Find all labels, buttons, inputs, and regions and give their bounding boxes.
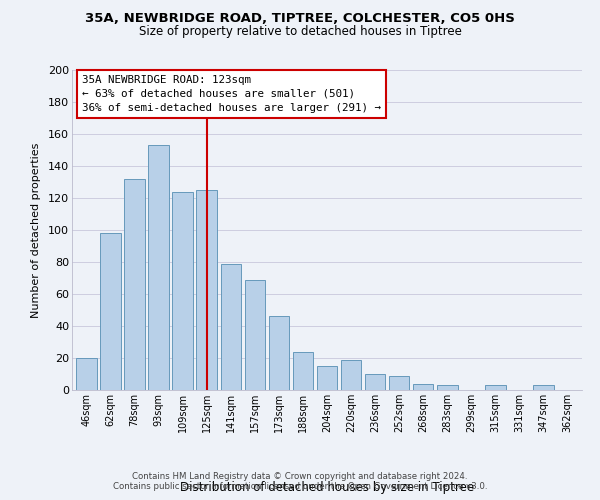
X-axis label: Distribution of detached houses by size in Tiptree: Distribution of detached houses by size … xyxy=(180,481,474,494)
Bar xyxy=(389,376,409,390)
Bar xyxy=(221,264,241,390)
Bar xyxy=(413,384,433,390)
Bar xyxy=(76,358,97,390)
Bar xyxy=(124,179,145,390)
Text: Size of property relative to detached houses in Tiptree: Size of property relative to detached ho… xyxy=(139,25,461,38)
Bar xyxy=(485,385,506,390)
Bar xyxy=(365,374,385,390)
Text: Contains HM Land Registry data © Crown copyright and database right 2024.: Contains HM Land Registry data © Crown c… xyxy=(132,472,468,481)
Bar xyxy=(341,360,361,390)
Y-axis label: Number of detached properties: Number of detached properties xyxy=(31,142,41,318)
Text: Contains public sector information licensed under the Open Government Licence v3: Contains public sector information licen… xyxy=(113,482,487,491)
Bar xyxy=(245,280,265,390)
Bar xyxy=(269,316,289,390)
Bar xyxy=(148,145,169,390)
Text: 35A, NEWBRIDGE ROAD, TIPTREE, COLCHESTER, CO5 0HS: 35A, NEWBRIDGE ROAD, TIPTREE, COLCHESTER… xyxy=(85,12,515,26)
Bar xyxy=(533,385,554,390)
Bar xyxy=(196,190,217,390)
Bar xyxy=(317,366,337,390)
Bar xyxy=(293,352,313,390)
Bar xyxy=(172,192,193,390)
Bar xyxy=(437,385,458,390)
Text: 35A NEWBRIDGE ROAD: 123sqm
← 63% of detached houses are smaller (501)
36% of sem: 35A NEWBRIDGE ROAD: 123sqm ← 63% of deta… xyxy=(82,75,381,113)
Bar xyxy=(100,233,121,390)
